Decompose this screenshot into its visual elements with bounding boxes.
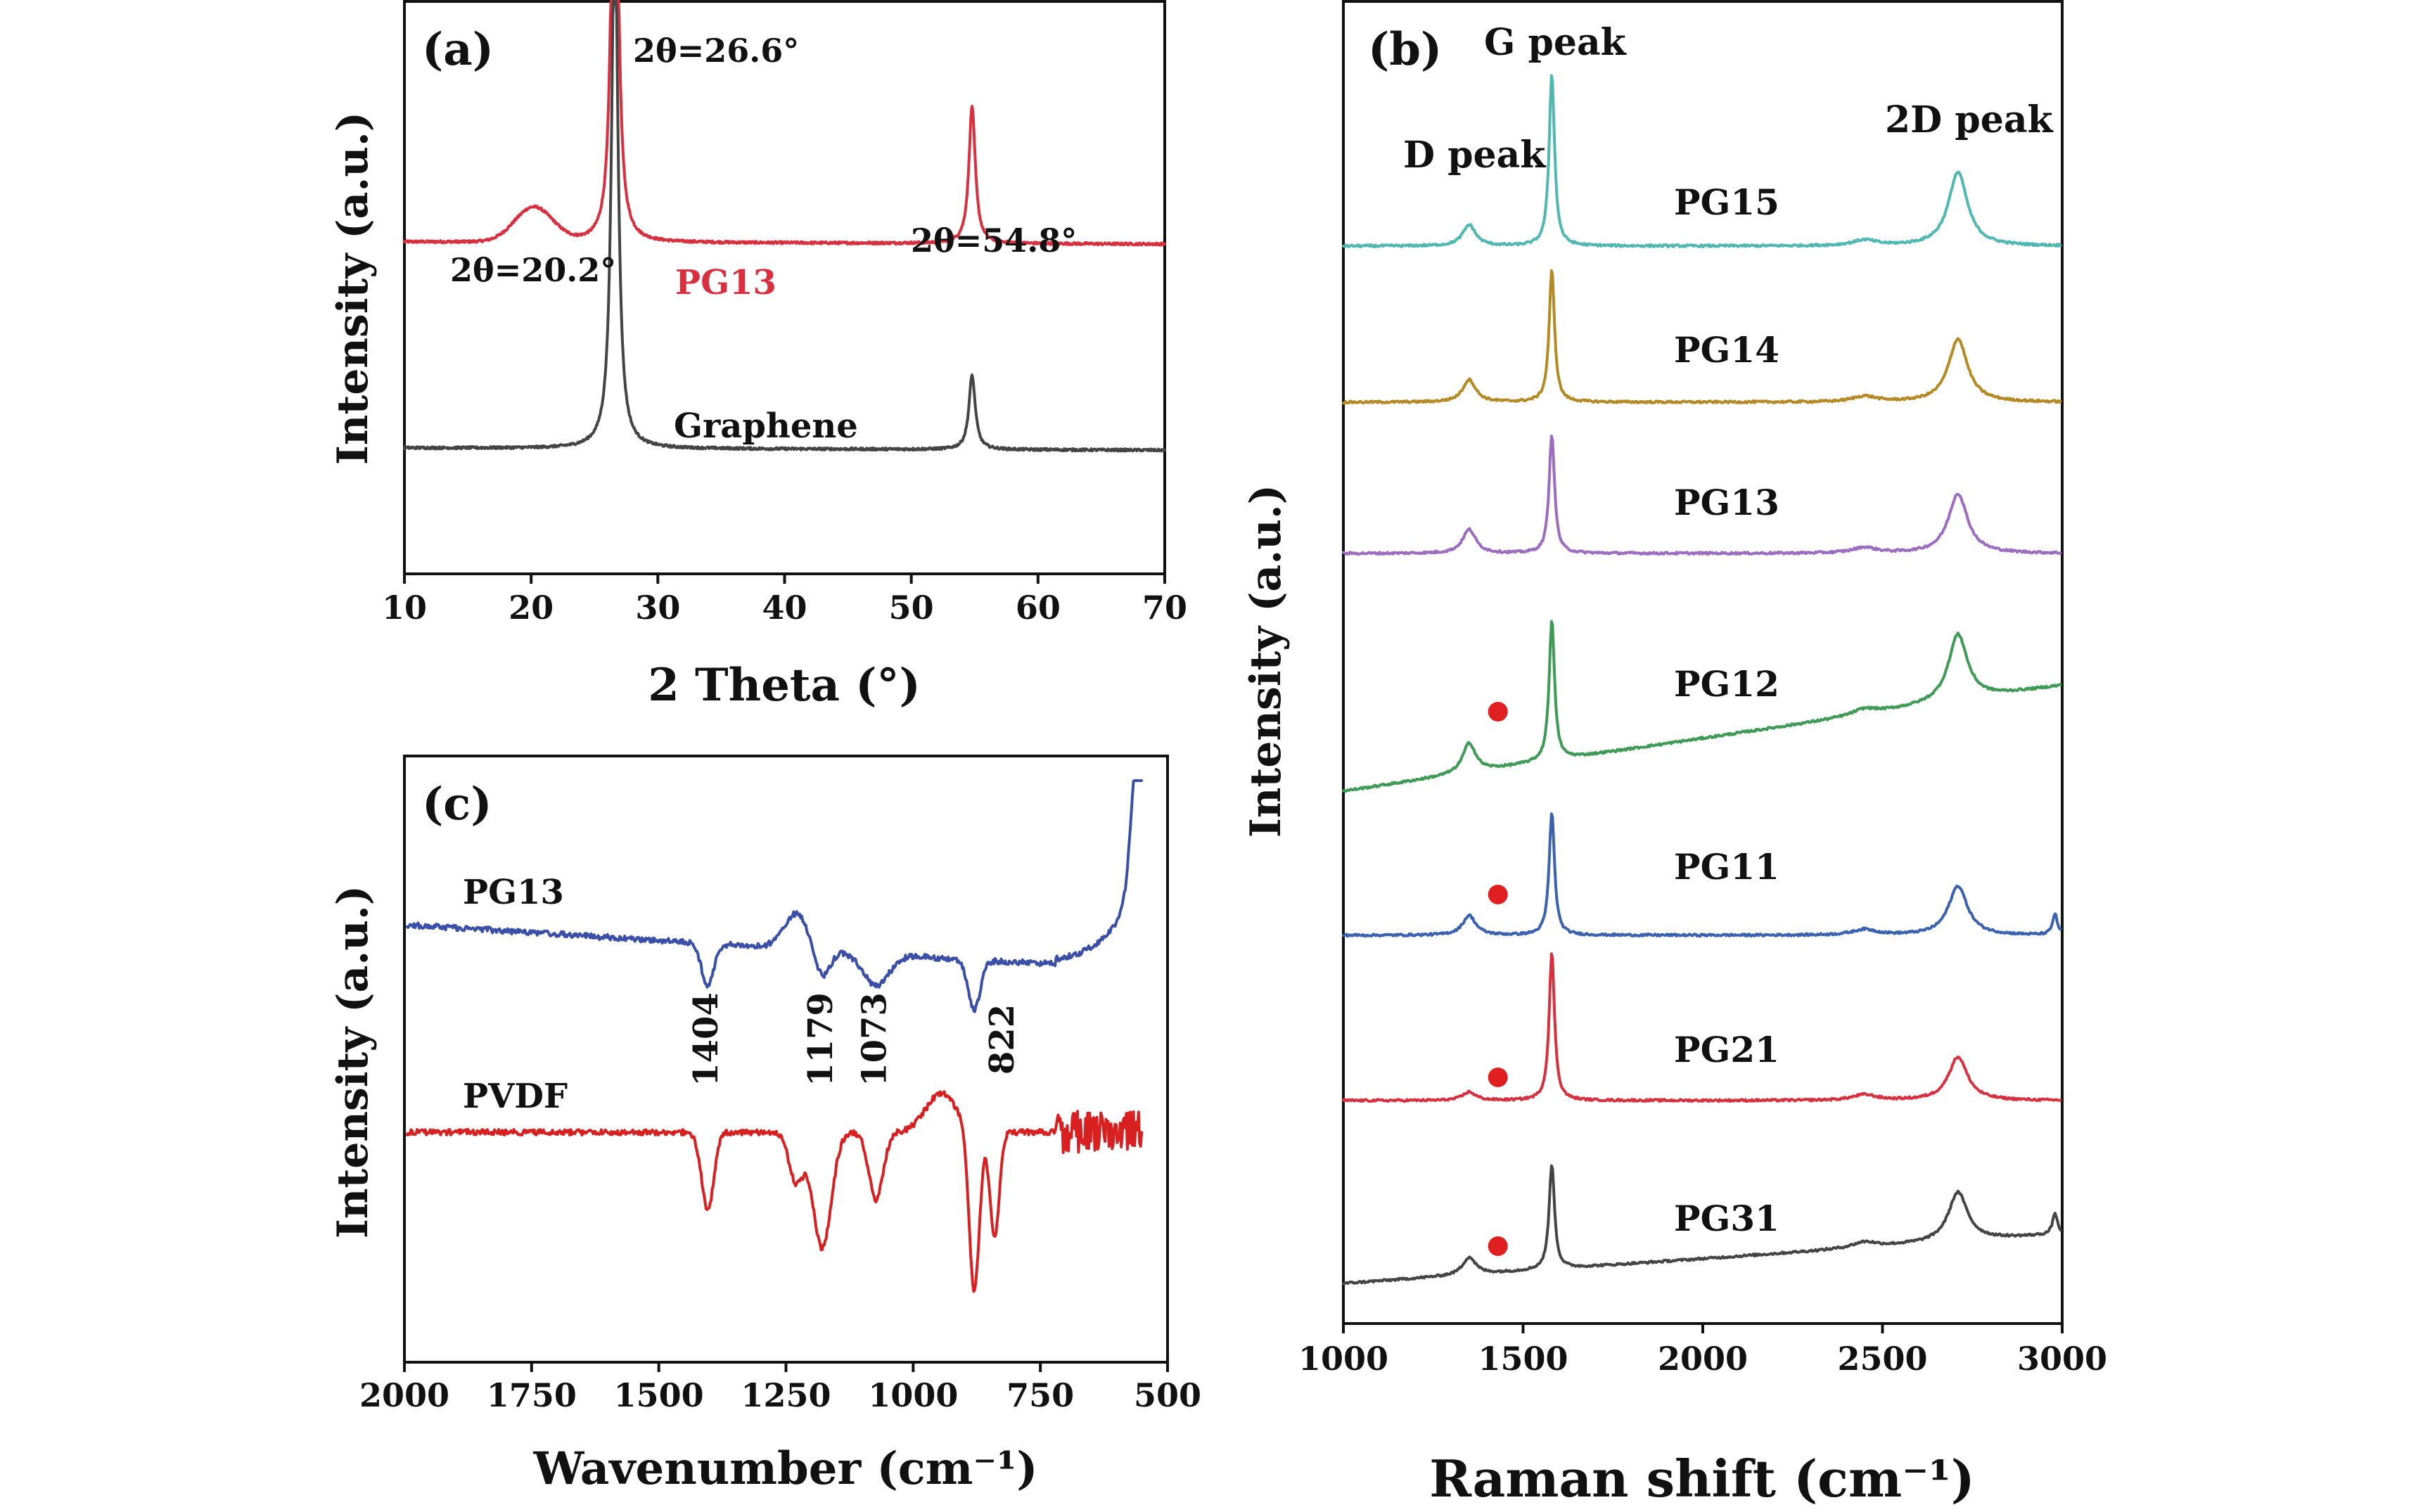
panel-c-band-label-1073: 1073 (855, 992, 895, 1087)
panel-b-marker-pg21 (1488, 1068, 1508, 1087)
panel-a-label: (a) (422, 23, 494, 76)
panel-b-label: (b) (1368, 23, 1442, 76)
panel-b-x-tick-label: 2500 (1837, 1340, 1927, 1378)
panel-c-x-axis-label: Wavenumber (cm⁻¹) (533, 1442, 1038, 1495)
panel-a-x-tick-label: 30 (635, 589, 680, 627)
panel-a-x-tick-label: 60 (1016, 589, 1061, 627)
panel-b-line-pg21 (1342, 952, 2062, 1103)
panel-c-x-tick-label: 2000 (359, 1376, 449, 1414)
panel-c-band-label-1179: 1179 (801, 992, 840, 1087)
panel-b-x-tick-label: 3000 (2017, 1340, 2107, 1378)
panel-b-line-pg13 (1342, 435, 2062, 556)
panel-b-series-label-pg12: PG12 (1674, 663, 1779, 705)
panel-a-line-pg13 (403, 0, 1166, 247)
panel-c-ftir-chart: 2000 1750 1500 1250 1000 750 500 (c) PG13 PVDF… (328, 755, 1201, 1495)
panel-a-x-tick-label: 50 (889, 589, 934, 627)
panel-c-y-axis-label: Intensity (a.u.) (328, 885, 378, 1238)
panel-c-x-tick-label: 1750 (487, 1376, 577, 1414)
panel-b-2d-peak-label: 2D peak (1885, 98, 2054, 141)
panel-c-plot-frame (403, 755, 1169, 1364)
panel-b-series-label-pg14: PG14 (1674, 329, 1779, 371)
panel-b-series-label-pg11: PG11 (1674, 846, 1779, 888)
panel-a-x-tick-label: 70 (1142, 589, 1187, 627)
panel-c-x-ticks: 2000 1750 1500 1250 1000 750 500 (359, 1362, 1201, 1414)
panel-b-line-pg31 (1342, 1164, 2062, 1286)
panel-c-x-tick-label: 500 (1134, 1376, 1201, 1414)
panel-b-marker-pg11 (1488, 885, 1508, 904)
panel-b-x-tick-label: 2000 (1658, 1340, 1748, 1378)
panel-b-series-group (1342, 74, 2062, 1286)
panel-b-x-tick-label: 1000 (1298, 1340, 1388, 1378)
panel-a-line-graphene (403, 0, 1166, 453)
panel-b-marker-pg31 (1488, 1236, 1508, 1256)
panel-a-annotation-54-8: 2θ=54.8° (911, 222, 1077, 260)
panel-a-series-label-pg13: PG13 (675, 263, 776, 302)
panel-a-series-group (403, 0, 1166, 453)
panel-c-band-label-822: 822 (983, 1004, 1022, 1075)
panel-b-d-peak-label: D peak (1403, 134, 1546, 177)
panel-c-series-label-pg13: PG13 (463, 873, 564, 912)
panel-b-raman-chart: 1000 1500 2000 2500 3000 PG15PG14PG13PG12PG1… (1241, 0, 2107, 1508)
panel-b-line-pg14 (1342, 269, 2062, 405)
panel-a-y-axis-label: Intensity (a.u.) (328, 112, 378, 465)
panel-c-line-pvdf (405, 1090, 1144, 1293)
panel-a-x-tick-label: 40 (762, 589, 807, 627)
panel-c-x-tick-label: 1000 (868, 1376, 958, 1414)
panel-b-series-label-pg21: PG21 (1674, 1029, 1779, 1070)
panel-b-series-labels: PG15 PG14 PG13 PG12 PG11 PG21 PG31 (1488, 181, 1779, 1256)
panel-a-x-tick-label: 20 (509, 589, 554, 627)
panel-b-series-label-pg15: PG15 (1674, 181, 1779, 223)
panel-c-x-tick-label: 750 (1006, 1376, 1074, 1414)
panel-b-line-pg15 (1342, 74, 2062, 249)
panel-b-series-label-pg13: PG13 (1674, 482, 1779, 523)
panel-b-line-pg11 (1342, 812, 2062, 938)
panel-a-xrd-chart: 10 20 30 40 50 60 70 (a) 2θ=26.6° 2θ=20.2° 2θ=… (328, 0, 1187, 712)
panel-c-label: (c) (422, 778, 492, 831)
panel-c-band-labels: 1404 1179 1073 822 (686, 992, 1022, 1087)
panel-c-series-label-pvdf: PVDF (463, 1077, 568, 1116)
panel-c-x-tick-label: 1500 (614, 1376, 704, 1414)
panel-b-marker-pg12 (1488, 702, 1508, 722)
panel-a-annotation-20-2: 2θ=20.2° (450, 251, 616, 289)
panel-b-y-axis-label: Intensity (a.u.) (1241, 485, 1291, 838)
panel-b-x-tick-label: 1500 (1478, 1340, 1568, 1378)
panel-b-x-ticks: 1000 1500 2000 2500 3000 (1298, 1324, 2107, 1378)
panel-b-line-pg12 (1342, 620, 2062, 793)
panel-b-g-peak-label: G peak (1484, 21, 1627, 64)
panel-c-line-pg13 (405, 779, 1144, 1013)
panel-c-band-label-1404: 1404 (686, 992, 726, 1087)
panel-b-x-axis-label: Raman shift (cm⁻¹) (1429, 1449, 1975, 1508)
panel-c-x-tick-label: 1250 (741, 1376, 831, 1414)
panel-c-series-group (405, 779, 1144, 1293)
panel-a-annotation-26-6: 2θ=26.6° (633, 32, 799, 70)
panel-b-series-label-pg31: PG31 (1674, 1198, 1779, 1239)
panel-a-x-axis-label: 2 Theta (°) (648, 659, 921, 712)
panel-a-x-tick-label: 10 (382, 589, 427, 627)
panel-a-series-label-graphene: Graphene (674, 406, 858, 446)
panel-a-x-ticks: 10 20 30 40 50 60 70 (382, 574, 1187, 627)
